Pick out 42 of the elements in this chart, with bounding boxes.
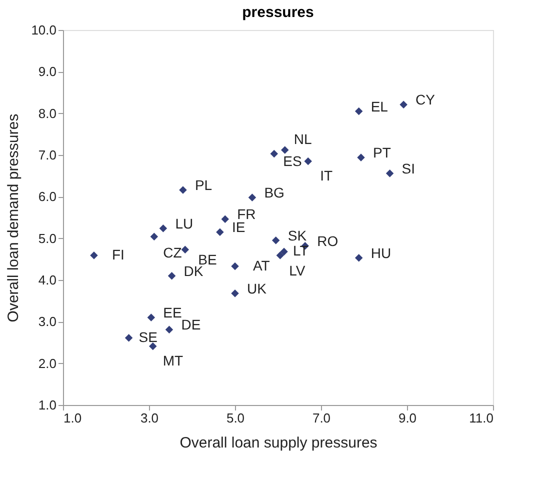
annotation: SK [288, 227, 308, 244]
annotation: RO [317, 232, 338, 249]
annotation: DE [181, 316, 201, 333]
annotation: LU [175, 215, 194, 232]
annotation: CZ [163, 244, 182, 261]
annotation: HU [370, 244, 392, 261]
x-tick-label: 7.0 [312, 410, 331, 426]
x-tick-label: 1.0 [64, 410, 82, 426]
annotation: NL [294, 131, 312, 147]
annotation: LT [293, 242, 309, 259]
annotation: IT [320, 167, 333, 184]
y-tick-label: 3.0 [38, 314, 56, 330]
y-tick-label: 6.0 [38, 189, 56, 204]
annotation: EL [370, 98, 388, 114]
annotation: MT [162, 352, 184, 368]
annotation: SI [402, 160, 416, 176]
x-tick-label: 9.0 [398, 410, 417, 426]
annotation: BG [264, 184, 284, 200]
y-axis-title: Overall loan demand pressures [5, 114, 22, 322]
annotation: PL [194, 177, 212, 193]
y-tick-label: 8.0 [38, 106, 56, 121]
annotation: PT [372, 144, 392, 160]
annotation: UK [247, 280, 268, 296]
chart-title: pressures [242, 4, 314, 21]
x-axis-title: Overall loan supply pressures [180, 434, 378, 452]
annotation: SE [138, 328, 158, 345]
y-tick-label: 4.0 [38, 272, 56, 288]
annotation: LV [289, 262, 306, 278]
y-tick-label: 10.0 [31, 22, 56, 38]
y-tick-label: 1.0 [38, 398, 56, 412]
y-tick-label: 2.0 [38, 356, 56, 371]
x-tick-label: 3.0 [140, 410, 159, 426]
annotation: CY [416, 92, 436, 108]
y-tick-label: 9.0 [38, 64, 56, 80]
x-tick-label: 11.0 [469, 410, 494, 426]
x-tick-label: 5.0 [226, 410, 245, 426]
annotation: EE [163, 304, 182, 320]
y-tick-label: 7.0 [38, 148, 56, 162]
annotation: ES [283, 152, 302, 169]
y-tick-label: 5.0 [38, 230, 56, 246]
annotation: AT [253, 257, 270, 274]
annotation: FI [112, 246, 124, 262]
